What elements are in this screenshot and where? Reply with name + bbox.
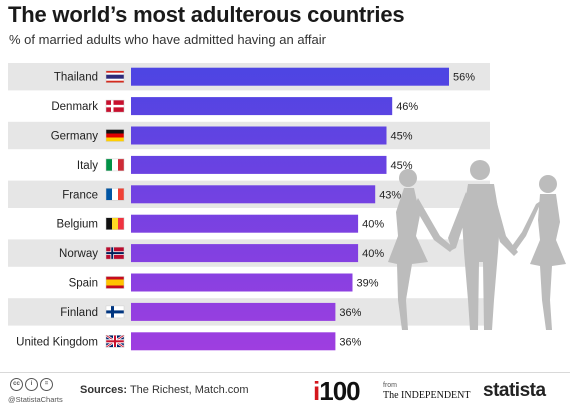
bar: [131, 214, 359, 233]
category-label: Norway: [59, 248, 98, 260]
cc-icon: cc: [10, 378, 23, 391]
category-labels: Thailand Denmark Germany Italy France Belgium…: [16, 72, 98, 349]
bar: [131, 244, 359, 263]
sources-value: The Richest, Match.com: [129, 384, 249, 396]
bar: [131, 126, 387, 145]
bar: [131, 302, 336, 321]
bars: [131, 67, 449, 351]
value-label: 36%: [339, 336, 361, 348]
value-label: 46%: [396, 101, 418, 113]
germany-flag-icon: [105, 129, 125, 142]
value-label: 36%: [339, 307, 361, 319]
bar: [131, 67, 449, 86]
bar: [131, 185, 376, 204]
category-label: Germany: [51, 131, 99, 143]
couple-silhouettes-illustration: [388, 160, 566, 330]
chart-title: The world’s most adulterous countries: [8, 2, 405, 27]
creative-commons-icons: cc i =: [10, 378, 53, 391]
value-label: 56%: [453, 72, 475, 84]
value-label: 43%: [379, 189, 401, 201]
thailand-flag-icon: [105, 70, 125, 83]
finland-flag-icon: [105, 305, 125, 319]
value-label: 40%: [362, 219, 384, 231]
bar: [131, 155, 387, 174]
statista-handle: @StatistaCharts: [8, 395, 63, 404]
bar: [131, 97, 393, 116]
independent-logo-text: The INDEPENDENT: [383, 390, 471, 401]
category-label: Denmark: [51, 101, 98, 113]
independent-logo: The INDEPENDENT: [383, 390, 470, 401]
italy-flag-icon: [105, 158, 125, 172]
norway-flag-icon: [105, 246, 125, 260]
bar-chart: Thailand Denmark Germany Italy France Belgium…: [8, 63, 566, 351]
category-label: Italy: [77, 160, 98, 172]
logo-from-text: from: [383, 382, 397, 389]
value-label: 45%: [391, 160, 413, 172]
chart-subtitle: % of married adults who have admitted ha…: [9, 32, 326, 47]
footer-divider: [0, 372, 570, 373]
denmark-flag-icon: [105, 99, 125, 113]
i100-logo: i100: [313, 376, 361, 406]
i100-logo-number: 100: [319, 376, 360, 406]
category-label: France: [62, 189, 98, 201]
flag-icons: [105, 70, 125, 349]
category-label: Belgium: [56, 219, 98, 231]
category-label: Spain: [69, 278, 98, 290]
value-labels: 56% 46% 45% 45% 43% 40% 40% 39% 36% 36%: [339, 72, 475, 349]
value-label: 39%: [357, 278, 379, 290]
bar: [131, 273, 353, 292]
bar: [131, 332, 336, 351]
statista-logo: statista: [483, 380, 546, 401]
belgium-flag-icon: [105, 217, 125, 230]
sources-text: Sources: The Richest, Match.com: [80, 384, 249, 396]
category-label: United Kingdom: [16, 336, 98, 348]
spain-flag-icon: [105, 276, 125, 289]
no-derivatives-icon: =: [40, 378, 53, 391]
value-label: 40%: [362, 248, 384, 260]
category-label: Thailand: [54, 72, 98, 84]
category-label: Finland: [60, 307, 98, 319]
france-flag-icon: [105, 188, 125, 201]
value-label: 45%: [391, 131, 413, 143]
footer: cc i = @StatistaCharts Sources: The Rich…: [0, 374, 570, 412]
sources-label: Sources:: [80, 384, 128, 396]
uk-flag-icon: [105, 334, 125, 349]
attribution-icon: i: [25, 378, 38, 391]
